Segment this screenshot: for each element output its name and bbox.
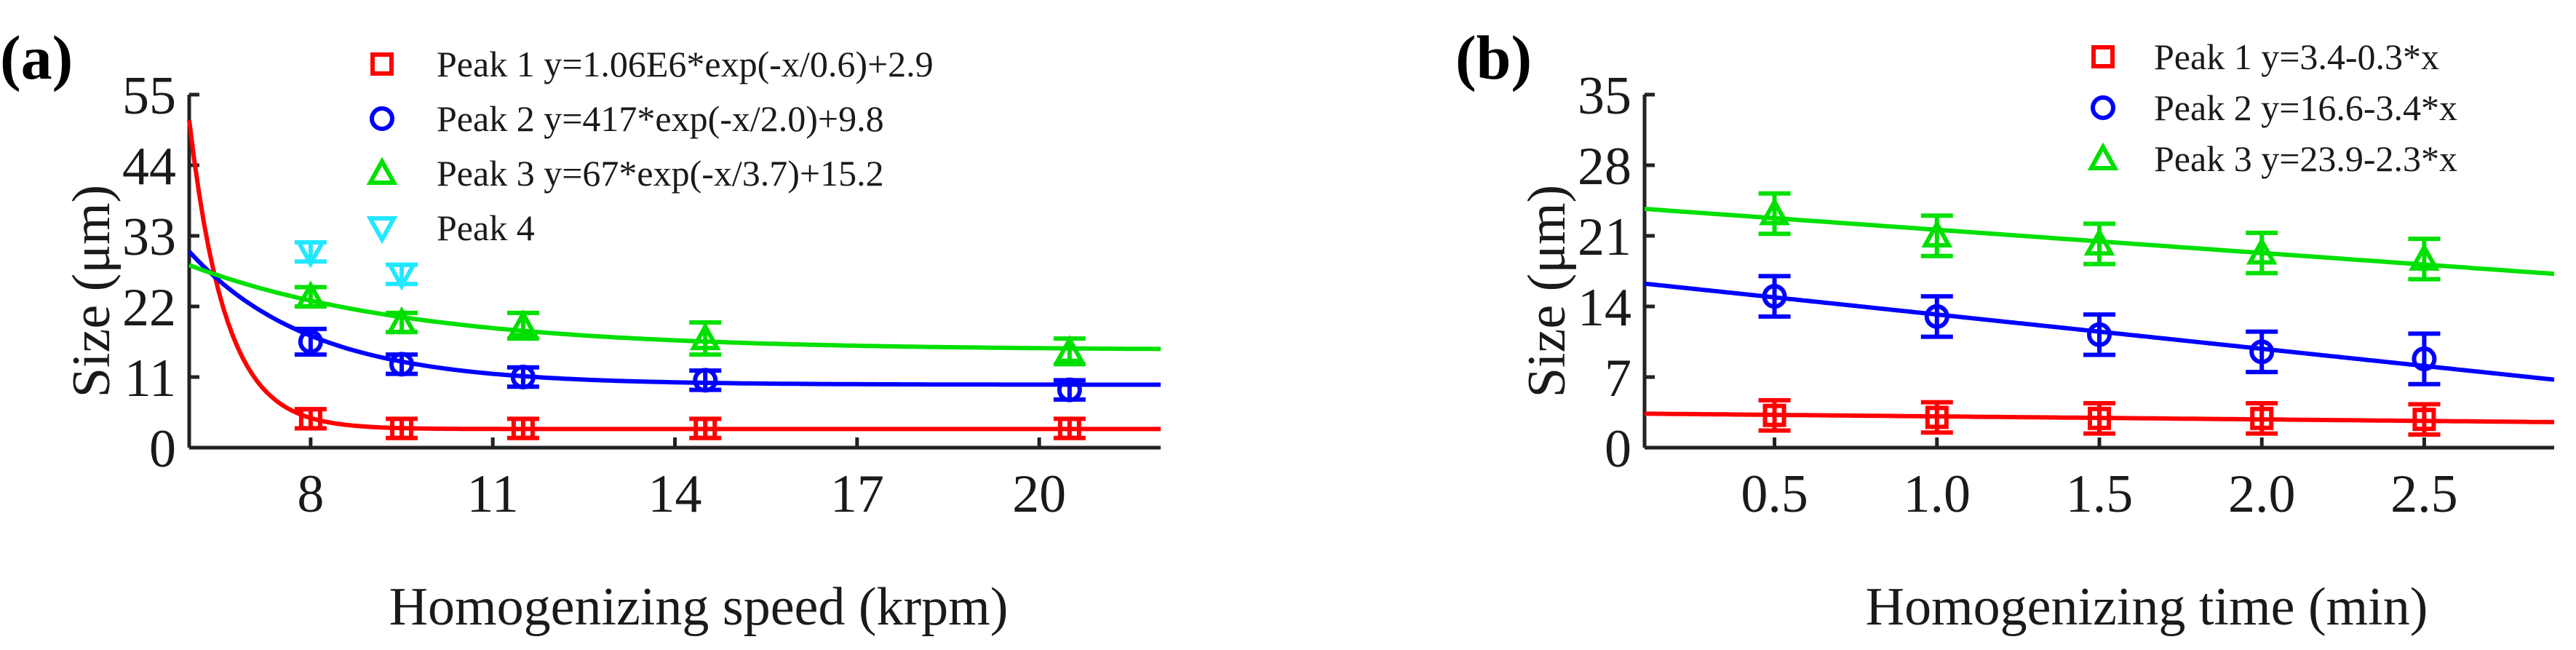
panel-a-data-point-peak-4 [295, 240, 327, 269]
panel-a-x-tick-label: 20 [1012, 464, 1066, 524]
panel-b-y-tick-label: 14 [1578, 278, 1631, 338]
panel-b-data-point-peak-1 [1925, 405, 1949, 429]
panel-a-data-point-peak-2 [298, 329, 323, 354]
panel-a-fit-line-peak-3 [188, 263, 1161, 352]
panel-b-x-tick-label: 2.5 [2390, 464, 2458, 524]
panel-a-data-point-peak-2 [1057, 377, 1082, 403]
panel-b-data-point-peak-2 [2249, 339, 2275, 365]
panel-b-axes: 0 7 14 21 28 35 0.5 1.0 1.5 2.0 2.5 [1578, 66, 2554, 524]
panel-b-data-point-peak-2 [2087, 322, 2112, 347]
panel-a-data-point-peak-3 [295, 280, 327, 309]
panel-b-x-tick-label: 0.5 [1741, 464, 1808, 524]
panel-b-data-point-peak-2 [1924, 304, 1949, 329]
panel-a-x-tick-label: 8 [297, 464, 324, 524]
panel-b-data-point-peak-3 [2083, 227, 2115, 256]
panel-b-y-tick-label: 7 [1605, 349, 1631, 408]
panel-a-fit-line-peak-1 [187, 119, 1161, 432]
panel-b-y-tick-label: 0 [1605, 419, 1631, 479]
panel-a-data-point-peak-3 [1054, 335, 1086, 363]
panel-a-y-tick-label: 11 [124, 349, 176, 408]
panel-a-data-point-peak-3 [689, 322, 721, 351]
panel-a-x-tick-label: 11 [467, 464, 519, 524]
panel-a-legend-marker-peak-3 [366, 156, 398, 185]
panel-b-y-tick-label: 35 [1578, 66, 1631, 126]
panel-b-x-axis-title: Homogenizing time (min) [1866, 577, 2428, 637]
panel-a-legend-marker-peak-1 [370, 52, 394, 76]
panel-a-data-point-peak-4 [386, 262, 418, 291]
panel-a-legend-marker-peak-2 [370, 106, 394, 131]
panel-b-y-tick-label: 21 [1578, 207, 1631, 267]
panel-b-data-point-peak-3 [1921, 219, 1953, 247]
panel-a-data-point-peak-3 [507, 309, 539, 338]
panel-a-data-point-peak-2 [510, 365, 536, 389]
panel-b-legend-label-peak-2: Peak 2 y=16.6-3.4*x [2154, 87, 2457, 128]
panel-a-legend-label-peak-2: Peak 2 y=417*exp(-x/2.0)+9.8 [437, 98, 884, 139]
panel-a-x-tick-label: 17 [830, 464, 884, 524]
panel-b-x-tick-label: 1.0 [1904, 464, 1971, 524]
panel-a-legend-marker-peak-4 [366, 216, 398, 245]
panel-a-data-point-peak-1 [511, 416, 535, 440]
panel-a-legend-label-peak-4: Peak 4 [437, 207, 535, 248]
panel-a-x-axis-title: Homogenizing speed (krpm) [389, 577, 1009, 637]
panel-a-data-point-peak-1 [298, 407, 322, 431]
panel-a-chart: (a) 0 11 22 33 44 55 8 11 14 17 20 Homogenizing sp… [0, 23, 1161, 637]
panel-b-data-point-peak-2 [1762, 284, 1787, 309]
panel-b-data-point-peak-1 [2250, 406, 2274, 430]
panel-a-data-point-peak-3 [386, 306, 418, 335]
panel-b-x-tick-label: 1.5 [2066, 464, 2134, 524]
panel-a-data-point-peak-1 [1057, 416, 1081, 440]
panel-b-legend-label-peak-1: Peak 1 y=3.4-0.3*x [2154, 36, 2439, 77]
panel-a-legend-label-peak-3: Peak 3 y=67*exp(-x/3.7)+15.2 [437, 153, 884, 194]
panel-b-legend-marker-peak-3 [2087, 142, 2119, 170]
panel-b-legend-label-peak-3: Peak 3 y=23.9-2.3*x [2154, 138, 2457, 179]
panel-a-y-tick-label: 44 [122, 137, 176, 197]
panel-a-data-point-peak-2 [693, 368, 718, 393]
panel-b-data-point-peak-3 [2409, 242, 2440, 271]
panel-b-x-tick-label: 2.0 [2228, 464, 2296, 524]
panel-b-legend-marker-peak-2 [2091, 95, 2115, 120]
panel-b-data-point-peak-1 [2088, 406, 2111, 430]
panel-a-data-point-peak-1 [693, 416, 717, 440]
panel-a-fit-line-peak-2 [187, 250, 1161, 387]
panel-a-label: (a) [0, 23, 73, 92]
panel-a-y-tick-label: 0 [149, 419, 176, 479]
panel-b-data-point-peak-1 [2412, 408, 2436, 432]
panel-a-data-point-peak-1 [390, 416, 414, 440]
panel-a-y-tick-label: 55 [122, 66, 176, 126]
panel-a-legend-label-peak-1: Peak 1 y=1.06E6*exp(-x/0.6)+2.9 [437, 44, 934, 84]
panel-a-y-tick-label: 22 [122, 278, 176, 338]
panel-b-data-point-peak-2 [2412, 346, 2437, 372]
panel-a-y-axis-title: Size (μm) [62, 185, 122, 397]
panel-a-y-tick-label: 33 [122, 207, 176, 267]
panel-b-chart: (b) 0 7 14 21 28 35 0.5 1.0 1.5 2.0 2.5 Homogenizi… [1455, 23, 2555, 637]
panel-a-axes: 0 11 22 33 44 55 8 11 14 17 20 [122, 66, 1161, 524]
panel-b-y-tick-label: 28 [1578, 137, 1631, 197]
panel-b-data-point-peak-3 [1759, 197, 1790, 226]
panel-a-data-point-peak-2 [389, 352, 415, 377]
panel-a-x-tick-label: 14 [648, 464, 702, 524]
panel-b-data-point-peak-1 [1762, 403, 1786, 427]
panel-b-y-axis-title: Size (μm) [1517, 185, 1577, 397]
panel-b-legend-marker-peak-1 [2091, 45, 2115, 68]
panel-b-label: (b) [1455, 23, 1532, 92]
panel-b-data-point-peak-3 [2246, 237, 2278, 265]
